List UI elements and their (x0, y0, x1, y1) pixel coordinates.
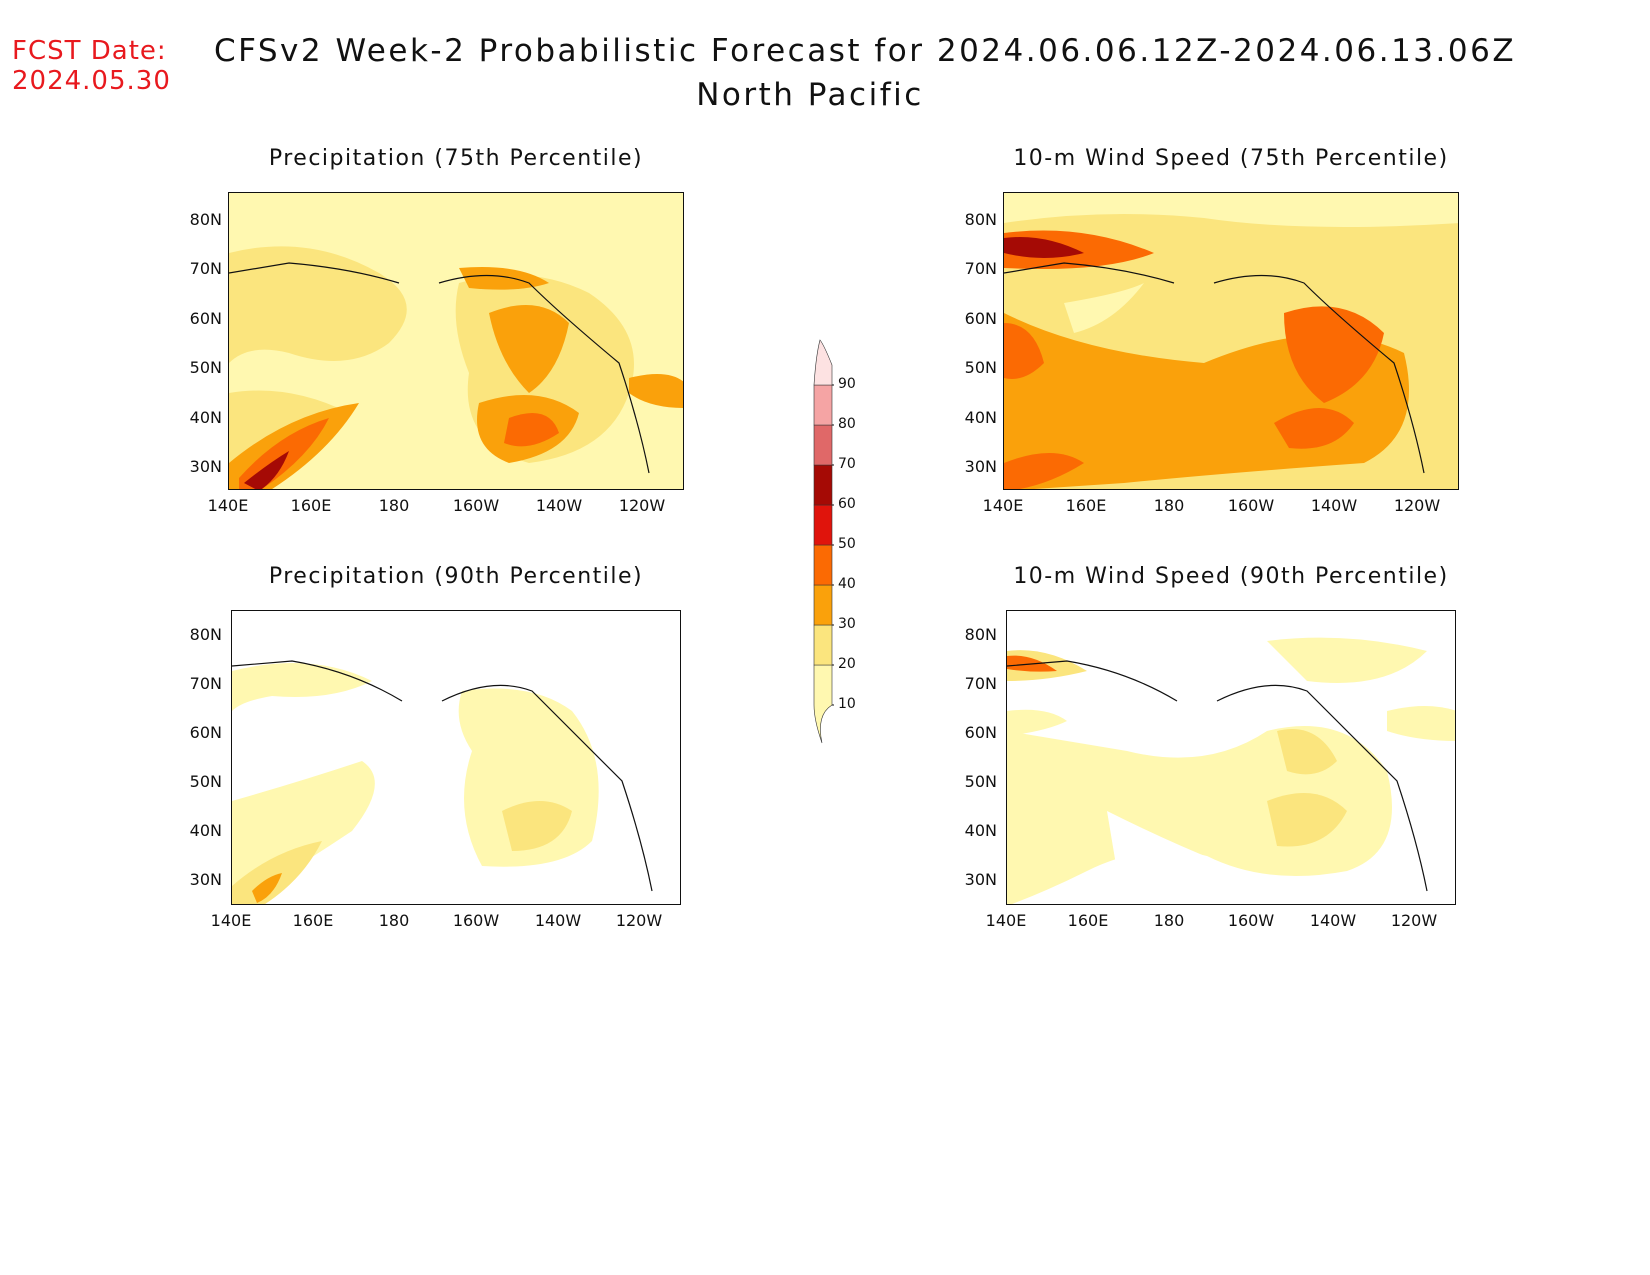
lon-label: 140E (985, 911, 1027, 930)
colorbar-label: 70 (838, 456, 856, 472)
colorbar-label: 90 (838, 376, 856, 392)
lat-label: 60N (189, 723, 222, 742)
fcst-label: FCST Date: (12, 36, 167, 66)
panel-title: Precipitation (75th Percentile) (268, 146, 644, 171)
lat-label: 80N (964, 625, 997, 644)
lat-label: 70N (189, 674, 222, 693)
lat-label: 30N (964, 870, 997, 889)
lon-label: 160E (292, 911, 334, 930)
lon-label: 120W (615, 911, 663, 930)
map-frame (228, 192, 684, 490)
lat-label: 50N (189, 772, 222, 791)
lat-label: 70N (964, 259, 997, 278)
colorbar-label: 80 (838, 416, 856, 432)
lat-label: 60N (964, 309, 997, 328)
lon-label: 140E (982, 496, 1024, 515)
colorbar-label: 50 (838, 536, 856, 552)
lat-label: 40N (964, 408, 997, 427)
lat-label: 60N (964, 723, 997, 742)
lon-label: 140W (1310, 496, 1358, 515)
lat-label: 40N (964, 821, 997, 840)
lon-label: 180 (1153, 496, 1185, 515)
colorbar-swatch (813, 624, 833, 666)
lat-label: 50N (964, 358, 997, 377)
lon-label: 160E (1067, 911, 1109, 930)
colorbar-swatch (813, 339, 833, 386)
lat-label: 30N (189, 870, 222, 889)
colorbar-swatch (813, 544, 833, 586)
map-field (232, 660, 653, 904)
lon-label: 140E (207, 496, 249, 515)
fcst-date: FCST Date: 2024.05.30 (12, 36, 171, 96)
lat-label: 30N (189, 457, 222, 476)
lat-label: 40N (189, 408, 222, 427)
panel-title: 10-m Wind Speed (90th Percentile) (1013, 564, 1449, 589)
map-frame (1006, 610, 1456, 905)
lon-label: 160W (1227, 911, 1275, 930)
colorbar-label: 40 (838, 576, 856, 592)
lat-label: 50N (964, 772, 997, 791)
colorbar-swatch (813, 504, 833, 546)
fcst-date-value: 2024.05.30 (12, 66, 171, 96)
lon-label: 180 (1153, 911, 1185, 930)
lat-label: 50N (189, 358, 222, 377)
colorbar-swatch (813, 464, 833, 506)
map-field (1007, 637, 1455, 904)
colorbar-label: 10 (838, 696, 856, 712)
colorbar-label: 60 (838, 496, 856, 512)
lat-label: 30N (964, 457, 997, 476)
lat-label: 70N (189, 259, 222, 278)
colorbar: 10 20 30 40 50 60 70 80 90 (810, 335, 870, 745)
lat-label: 60N (189, 309, 222, 328)
lon-label: 120W (1393, 496, 1441, 515)
lon-label: 180 (378, 496, 410, 515)
lat-label: 80N (189, 210, 222, 229)
map-frame (231, 610, 681, 905)
lon-label: 120W (618, 496, 666, 515)
map-field (1004, 193, 1458, 489)
colorbar-swatches (813, 339, 834, 744)
lon-label: 180 (378, 911, 410, 930)
lon-label: 160W (452, 496, 500, 515)
region-title: North Pacific (696, 77, 924, 113)
lon-label: 120W (1390, 911, 1438, 930)
colorbar-swatch (813, 384, 833, 426)
lat-label: 80N (964, 210, 997, 229)
lat-label: 70N (964, 674, 997, 693)
colorbar-swatch (813, 664, 833, 744)
colorbar-label: 30 (838, 616, 856, 632)
lon-label: 160E (290, 496, 332, 515)
colorbar-swatch (813, 584, 833, 626)
lon-label: 140W (535, 496, 583, 515)
colorbar-label: 20 (838, 656, 856, 672)
lon-label: 160E (1065, 496, 1107, 515)
lon-label: 160W (1227, 496, 1275, 515)
lon-label: 140W (534, 911, 582, 930)
lat-label: 40N (189, 821, 222, 840)
map-frame (1003, 192, 1459, 490)
lon-label: 140E (210, 911, 252, 930)
lat-label: 80N (189, 625, 222, 644)
lon-label: 160W (452, 911, 500, 930)
panel-title: 10-m Wind Speed (75th Percentile) (1013, 146, 1449, 171)
map-field (229, 246, 683, 489)
panel-title: Precipitation (90th Percentile) (268, 564, 644, 589)
panel-wind-75: 10-m Wind Speed (75th Percentile) 80N 70… (965, 146, 1459, 515)
colorbar-swatch (813, 424, 833, 466)
panel-precip-75: Precipitation (75th Percentile) 80N 70N … (190, 146, 684, 515)
panel-wind-90: 10-m Wind Speed (90th Percentile) 80N 70… (965, 564, 1456, 930)
lon-label: 140W (1309, 911, 1357, 930)
page-title: CFSv2 Week-2 Probabilistic Forecast for … (213, 33, 1517, 69)
panel-precip-90: Precipitation (90th Percentile) 80N 70N … (190, 564, 681, 930)
